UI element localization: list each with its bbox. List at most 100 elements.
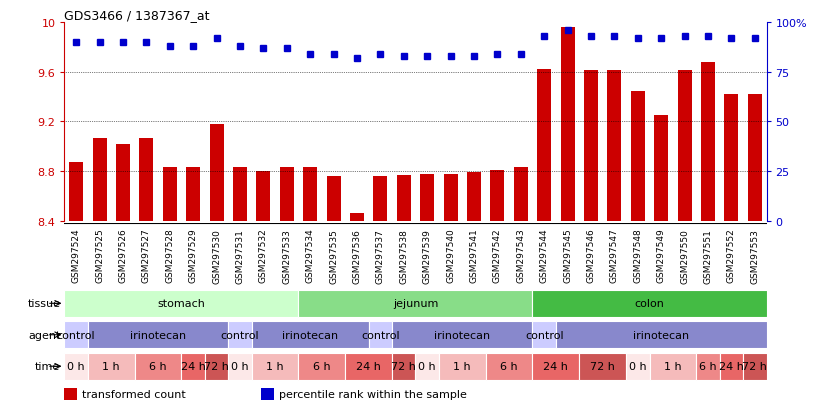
Text: control: control — [221, 330, 259, 340]
Bar — [373, 177, 387, 221]
Text: GSM297528: GSM297528 — [165, 228, 174, 283]
Text: 72 h: 72 h — [743, 361, 767, 371]
Bar — [64, 353, 88, 380]
Bar — [298, 353, 345, 380]
Text: GSM297541: GSM297541 — [469, 228, 478, 283]
Bar — [135, 353, 182, 380]
Text: control: control — [525, 330, 563, 340]
Bar — [579, 353, 626, 380]
Bar — [64, 322, 88, 348]
Text: agent: agent — [28, 330, 60, 340]
Text: GSM297552: GSM297552 — [727, 228, 736, 283]
Bar — [88, 353, 135, 380]
Text: 1 h: 1 h — [266, 361, 284, 371]
Text: 1 h: 1 h — [664, 361, 681, 371]
Text: GDS3466 / 1387367_at: GDS3466 / 1387367_at — [64, 9, 210, 21]
Text: jejunum: jejunum — [393, 299, 438, 309]
Bar — [649, 353, 696, 380]
Bar — [261, 389, 273, 400]
Text: control: control — [57, 330, 96, 340]
Bar — [64, 290, 298, 317]
Text: GSM297535: GSM297535 — [329, 228, 338, 283]
Bar — [584, 71, 598, 221]
Text: 24 h: 24 h — [181, 361, 206, 371]
Bar — [444, 174, 458, 221]
Bar — [252, 353, 298, 380]
Text: GSM297551: GSM297551 — [704, 228, 713, 283]
Bar — [298, 290, 533, 317]
Text: 72 h: 72 h — [392, 361, 416, 371]
Bar — [514, 168, 528, 221]
Text: time: time — [35, 361, 60, 371]
Bar — [420, 174, 434, 221]
Text: GSM297544: GSM297544 — [539, 228, 548, 282]
Text: GSM297548: GSM297548 — [634, 228, 643, 283]
Text: 72 h: 72 h — [204, 361, 229, 371]
Bar — [748, 95, 762, 221]
Bar — [210, 125, 224, 221]
Bar — [654, 116, 668, 221]
Bar — [93, 138, 107, 221]
Bar — [556, 322, 767, 348]
Bar — [396, 176, 411, 221]
Bar — [696, 353, 719, 380]
Text: 24 h: 24 h — [719, 361, 744, 371]
Bar — [392, 322, 533, 348]
Text: GSM297537: GSM297537 — [376, 228, 385, 283]
Bar — [719, 353, 743, 380]
Bar — [607, 71, 621, 221]
Bar — [205, 353, 228, 380]
Text: 6 h: 6 h — [150, 361, 167, 371]
Text: GSM297553: GSM297553 — [750, 228, 759, 283]
Bar — [631, 92, 645, 221]
Bar — [533, 290, 767, 317]
Text: 6 h: 6 h — [313, 361, 330, 371]
Text: GSM297531: GSM297531 — [235, 228, 244, 283]
Text: GSM297526: GSM297526 — [118, 228, 127, 283]
Text: GSM297547: GSM297547 — [610, 228, 619, 283]
Text: GSM297532: GSM297532 — [259, 228, 268, 283]
Bar — [252, 322, 368, 348]
Text: GSM297530: GSM297530 — [212, 228, 221, 283]
Bar — [368, 322, 392, 348]
Bar — [280, 168, 294, 221]
Text: GSM297529: GSM297529 — [188, 228, 197, 283]
Text: 0 h: 0 h — [418, 361, 436, 371]
Bar — [303, 168, 317, 221]
Bar — [345, 353, 392, 380]
Text: 1 h: 1 h — [453, 361, 471, 371]
Text: stomach: stomach — [158, 299, 206, 309]
Bar — [677, 71, 691, 221]
Bar — [467, 173, 481, 221]
Text: GSM297524: GSM297524 — [72, 228, 81, 282]
Text: irinotecan: irinotecan — [634, 330, 689, 340]
Bar — [486, 353, 533, 380]
Bar — [724, 95, 738, 221]
Bar — [182, 353, 205, 380]
Bar — [326, 177, 340, 221]
Bar — [439, 353, 486, 380]
Text: GSM297550: GSM297550 — [680, 228, 689, 283]
Bar — [163, 168, 177, 221]
Bar — [69, 163, 83, 221]
Bar — [186, 168, 200, 221]
Bar — [743, 353, 767, 380]
Bar — [533, 322, 556, 348]
Text: GSM297545: GSM297545 — [563, 228, 572, 283]
Bar — [561, 28, 575, 221]
Text: irinotecan: irinotecan — [282, 330, 338, 340]
Text: GSM297534: GSM297534 — [306, 228, 315, 283]
Bar — [626, 353, 649, 380]
Bar — [701, 62, 715, 221]
Bar — [533, 353, 579, 380]
Text: GSM297543: GSM297543 — [516, 228, 525, 283]
Bar — [64, 389, 77, 400]
Text: 24 h: 24 h — [544, 361, 568, 371]
Text: 6 h: 6 h — [501, 361, 518, 371]
Text: GSM297546: GSM297546 — [586, 228, 596, 283]
Bar — [415, 353, 439, 380]
Text: tissue: tissue — [27, 299, 60, 309]
Text: transformed count: transformed count — [82, 389, 186, 399]
Text: colon: colon — [634, 299, 664, 309]
Text: GSM297533: GSM297533 — [282, 228, 292, 283]
